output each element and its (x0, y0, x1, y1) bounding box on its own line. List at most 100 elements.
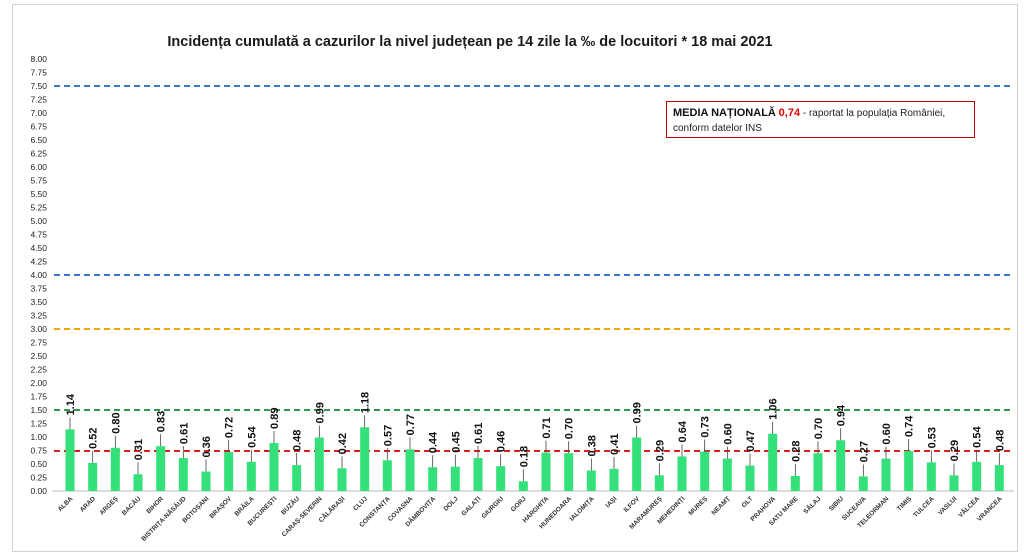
bar (564, 453, 574, 491)
bar (586, 470, 596, 491)
category-label: IALOMIȚA (569, 495, 596, 522)
y-tick-label: 3.00 (30, 324, 47, 334)
category-label: BACĂU (119, 494, 142, 517)
data-label: 0.72 (224, 417, 236, 438)
y-tick-label: 7.00 (30, 108, 47, 118)
data-label: 0.60 (722, 423, 734, 444)
category-label: VRANCEA (976, 495, 1004, 523)
y-tick-label: 7.50 (30, 81, 47, 91)
data-label: 0.41 (609, 433, 621, 454)
data-label: 0.70 (564, 418, 576, 439)
y-tick-label: 4.25 (30, 257, 47, 267)
category-label: IAȘI (605, 495, 619, 509)
y-tick-label: 4.50 (30, 243, 47, 253)
data-label: 0.54 (246, 426, 258, 448)
data-label: 1.14 (65, 393, 77, 415)
category-label: BRAȘOV (208, 495, 233, 520)
bar (609, 468, 619, 491)
bar (768, 433, 778, 491)
data-label: 0.46 (496, 431, 508, 452)
data-label: 0.61 (473, 423, 485, 444)
bar (541, 452, 551, 491)
national-average-value: 0,74 (778, 107, 801, 119)
category-label: GIURGIU (480, 495, 505, 520)
category-label: BRĂILA (232, 494, 256, 518)
y-tick-label: 1.00 (30, 432, 47, 442)
data-label: 0.27 (858, 441, 870, 462)
y-tick-label: 5.50 (30, 189, 47, 199)
national-average-label: MEDIA NAȚIONALĂ (673, 107, 776, 119)
y-tick-label: 6.75 (30, 122, 47, 132)
bar (858, 476, 868, 491)
data-label: 0.71 (541, 417, 553, 438)
category-label: ARAD (79, 495, 97, 513)
bar (246, 461, 256, 491)
bar (110, 447, 120, 491)
category-label: CARAȘ-SEVERIN (281, 495, 324, 538)
data-label: 0.89 (269, 408, 281, 429)
bar (269, 442, 279, 491)
y-tick-label: 7.75 (30, 68, 47, 78)
data-label: 0.47 (745, 430, 757, 451)
y-tick-label: 0.50 (30, 459, 47, 469)
data-label: 0.31 (133, 439, 145, 460)
bar (156, 446, 166, 491)
y-tick-label: 4.75 (30, 230, 47, 240)
bar (428, 467, 438, 491)
data-label: 0.77 (405, 414, 417, 435)
bar (178, 458, 188, 491)
category-label: SIBIU (828, 495, 845, 512)
data-label: 1.06 (768, 398, 780, 419)
y-tick-label: 6.50 (30, 135, 47, 145)
bar (813, 453, 823, 491)
data-label: 0.28 (790, 440, 802, 461)
y-tick-label: 0.25 (30, 473, 47, 483)
data-label: 0.18 (518, 446, 530, 467)
data-label: 0.44 (428, 431, 440, 453)
data-label: 0.48 (292, 430, 304, 451)
bar (473, 458, 483, 491)
bar (224, 452, 234, 491)
bar (133, 474, 143, 491)
bar (700, 451, 710, 491)
category-label: BUZĂU (279, 494, 302, 517)
category-label: ALBA (57, 495, 75, 513)
bar (382, 460, 392, 491)
y-tick-label: 1.75 (30, 392, 47, 402)
national-average-box: MEDIA NAȚIONALĂ 0,74 - raportat la popul… (666, 101, 975, 138)
bar (337, 468, 347, 491)
data-label: 0.52 (88, 427, 100, 448)
data-label: 0.61 (178, 423, 190, 444)
category-label: CLUJ (352, 495, 369, 512)
data-label: 0.64 (677, 420, 689, 442)
category-label: SĂLAJ (801, 494, 823, 516)
y-tick-label: 5.25 (30, 203, 47, 213)
bar (496, 466, 506, 491)
data-label: 0.70 (813, 418, 825, 439)
category-label: ARGEȘ (98, 495, 120, 517)
national-average-text: - raportat la populația României, (800, 108, 946, 119)
bar (790, 475, 800, 491)
data-label: 0.94 (836, 404, 848, 426)
data-label: 0.60 (881, 423, 893, 444)
y-tick-label: 4.00 (30, 270, 47, 280)
y-tick-label: 1.25 (30, 419, 47, 429)
category-label: OLT (741, 495, 755, 509)
y-tick-label: 7.25 (30, 95, 47, 105)
y-tick-label: 5.00 (30, 216, 47, 226)
bar (722, 458, 732, 491)
bar (949, 475, 959, 491)
y-tick-label: 2.75 (30, 338, 47, 348)
bar (201, 471, 211, 491)
data-label: 0.29 (949, 440, 961, 461)
y-tick-label: 8.00 (30, 54, 47, 64)
y-tick-label: 0.00 (30, 486, 47, 496)
category-label: MUREȘ (688, 495, 710, 517)
chart-title: Incidența cumulată a cazurilor la nivel … (167, 34, 773, 50)
bar (88, 462, 98, 491)
bar (292, 465, 302, 491)
y-tick-label: 0.75 (30, 446, 47, 456)
data-label: 0.48 (994, 430, 1006, 451)
data-label: 0.36 (201, 436, 213, 457)
